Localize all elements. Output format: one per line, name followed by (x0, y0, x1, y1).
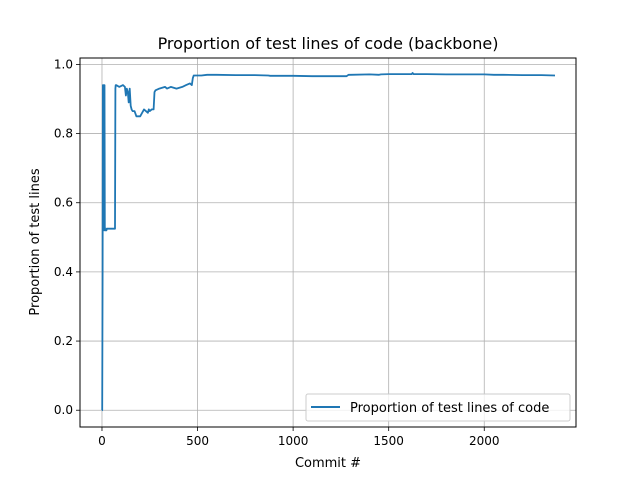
x-tick-label: 1000 (278, 434, 309, 448)
y-tick-label: 0.8 (54, 127, 73, 141)
y-tick-label: 1.0 (54, 57, 73, 71)
grid-lines (80, 58, 576, 427)
x-axis-label: Commit # (295, 456, 361, 471)
legend-label: Proportion of test lines of code (350, 401, 549, 416)
legend-box (305, 393, 571, 422)
series-layer (101, 72, 556, 412)
legend: Proportion of test lines of code (305, 393, 571, 422)
y-tick-label: 0.6 (54, 196, 73, 210)
x-tick-label: 1500 (373, 434, 404, 448)
y-axis-label: Proportion of test lines (28, 168, 43, 315)
y-tick-label: 0.2 (54, 334, 73, 348)
axis-ticks: 0 500 1000 1500 2000 0.0 0.2 0.4 0.6 0.8 1.0 (54, 57, 500, 448)
series-line (101, 72, 556, 412)
x-tick-label: 0 (98, 434, 106, 448)
plot-frame (79, 57, 577, 428)
plot-area (80, 58, 576, 427)
x-tick-label: 2000 (469, 434, 500, 448)
y-tick-label: 0.4 (54, 265, 73, 279)
y-tick-label: 0.0 (54, 403, 73, 417)
x-tick-label: 500 (186, 434, 209, 448)
chart-title: Proportion of test lines of code (backbo… (158, 34, 499, 53)
